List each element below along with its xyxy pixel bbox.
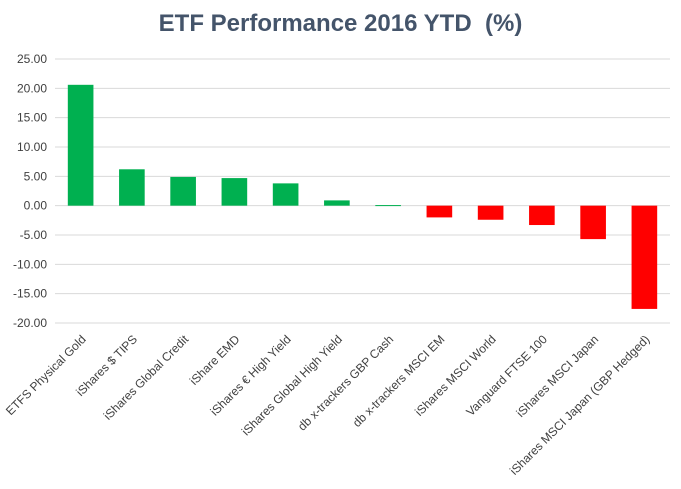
- bars: [67, 84, 658, 309]
- category-label: iShares Global Credit: [101, 332, 192, 423]
- gridlines: [55, 58, 670, 324]
- category-label: db x-trackers GBP Cash: [295, 332, 396, 433]
- y-tick-label: 5.00: [24, 169, 48, 183]
- bar: [580, 205, 606, 240]
- y-tick-label: 15.00: [17, 111, 47, 125]
- bar: [67, 84, 94, 206]
- y-tick-label: -5.00: [20, 228, 48, 242]
- bar: [170, 176, 196, 206]
- y-axis-ticks: 25.00 20.00 15.00 10.00 5.00 0.00 -5.00 -10.00 -…: [13, 52, 47, 330]
- bar: [529, 205, 555, 226]
- y-tick-label: -20.00: [13, 316, 47, 330]
- y-tick-label: 10.00: [17, 140, 47, 154]
- bar: [221, 178, 248, 206]
- y-tick-label: -15.00: [13, 287, 47, 301]
- bar: [426, 205, 453, 218]
- y-tick-label: 25.00: [17, 52, 47, 66]
- category-label: iShares Global High Yield: [239, 332, 345, 438]
- category-label: db x-trackers MSCI EM: [350, 332, 448, 430]
- bar: [477, 205, 504, 220]
- bar: [119, 169, 145, 206]
- bar: [272, 183, 299, 206]
- y-tick-label: 0.00: [24, 199, 48, 213]
- bar: [631, 205, 658, 309]
- y-tick-label: -10.00: [13, 257, 47, 271]
- bar: [324, 200, 350, 206]
- chart-title: ETF Performance 2016 YTD (%): [158, 10, 523, 37]
- bar: [375, 205, 401, 207]
- y-tick-label: 20.00: [17, 81, 47, 95]
- category-label: ETFS Physical Gold: [3, 332, 89, 418]
- category-label: iShare EMD: [187, 332, 243, 388]
